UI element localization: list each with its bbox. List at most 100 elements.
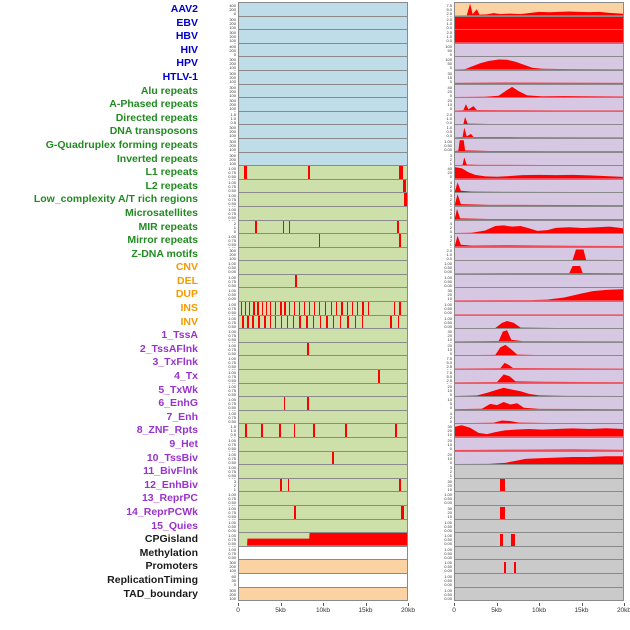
area-plot	[455, 420, 623, 424]
y-tick: 0	[234, 165, 236, 166]
y-tick: 1.00	[444, 573, 452, 579]
column-gap	[408, 234, 418, 248]
y-tick: 0.50	[228, 541, 236, 547]
y-axis-tick-labels: 3020100	[418, 424, 454, 438]
y-axis-tick-labels: 1.00 0.50 0.00	[202, 288, 238, 302]
y-tick: 0.00	[444, 568, 452, 574]
y-tick: 2.0	[446, 247, 452, 253]
y-tick: 1.00	[444, 492, 452, 498]
middle-track	[238, 559, 408, 574]
y-axis-tick-labels: 2.0 1.0 0.0	[418, 112, 454, 126]
area-plot	[455, 330, 623, 342]
y-tick: 0.25	[228, 315, 236, 316]
y-axis-tick-labels: 1.00 0.50 0.00	[202, 261, 238, 275]
middle-track	[238, 491, 408, 506]
area-plot	[455, 140, 623, 152]
data-bar	[261, 302, 264, 315]
y-tick: 1.00	[228, 179, 236, 185]
row-label: MIR repeats	[138, 220, 198, 233]
x-axis-tick-label: 5kb	[275, 607, 286, 614]
y-tick: 0.50	[228, 265, 236, 271]
area-plot	[455, 455, 623, 465]
middle-track	[238, 97, 408, 112]
area-plot	[239, 533, 407, 546]
y-tick: 0.50	[228, 174, 236, 180]
y-axis-tick-labels: 1.000.750.500.250.00	[202, 343, 238, 356]
data-bar	[292, 315, 295, 329]
y-tick: 0.25	[228, 505, 236, 506]
row-label: Methylation	[139, 546, 198, 559]
data-bar	[298, 302, 300, 315]
y-axis-tick-labels: 1.00 0.50 0.00	[418, 275, 454, 289]
y-axis-tick-labels: 1.51.00.50.0	[202, 424, 238, 438]
data-bar	[499, 507, 505, 519]
column-gap	[408, 520, 418, 534]
column-gap	[408, 98, 418, 112]
area-plot	[455, 224, 623, 234]
y-tick: 1.00	[228, 356, 236, 362]
right-track	[454, 29, 624, 44]
y-tick: 0.50	[228, 187, 236, 193]
y-tick: 0.25	[228, 410, 236, 411]
data-bar	[398, 166, 403, 179]
middle-track	[238, 287, 408, 303]
y-axis-tick-labels: 2.0 1.0 0.0	[418, 30, 454, 44]
y-tick: 0.50	[444, 577, 452, 583]
y-tick: 100	[229, 92, 236, 98]
y-tick: 5.0	[446, 7, 452, 12]
y-tick: 0.50	[228, 310, 236, 316]
data-bar	[244, 166, 248, 179]
data-bar	[249, 302, 251, 315]
y-axis-tick-labels: 3210	[418, 193, 454, 207]
data-bar	[362, 302, 364, 315]
y-tick: 200	[229, 142, 236, 148]
column-gap	[408, 153, 418, 167]
middle-track	[238, 110, 408, 126]
y-tick: 0.0	[446, 119, 452, 125]
right-track	[454, 287, 624, 303]
y-tick: 0.00	[444, 595, 452, 601]
data-bar	[264, 315, 266, 329]
middle-track	[238, 2, 408, 17]
y-tick: 200	[229, 74, 236, 80]
y-tick: 2	[449, 156, 452, 162]
data-bar	[318, 302, 321, 315]
y-tick: 0.50	[444, 591, 452, 597]
right-track	[454, 192, 624, 207]
y-axis-tick-labels: 1.000.750.500.250.00	[202, 411, 238, 424]
y-axis-tick-labels: 1.00 0.50 0.00	[202, 520, 238, 534]
right-track	[454, 137, 624, 153]
middle-track	[238, 124, 408, 139]
middle-track	[238, 586, 408, 602]
y-tick: 0	[234, 29, 236, 30]
data-bar	[284, 302, 286, 315]
y-tick: 0.50	[444, 537, 452, 543]
y-axis-tick-labels: 1.51.00.50.0	[202, 112, 238, 125]
y-tick: 0.25	[228, 478, 236, 479]
y-axis-tick-labels: 2.0 1.0 0.0	[418, 17, 454, 31]
y-tick: 300	[229, 84, 236, 90]
data-bar	[377, 370, 380, 383]
y-tick: 20	[447, 342, 452, 348]
row-label: Directed repeats	[115, 111, 198, 124]
data-bar	[393, 302, 395, 315]
data-bar	[303, 302, 306, 315]
data-bar	[324, 302, 327, 315]
y-tick: 0	[449, 65, 452, 71]
y-tick: 0.25	[228, 179, 236, 180]
row-label: 5_TxWk	[158, 383, 198, 396]
y-tick: 30	[447, 288, 452, 294]
y-tick: 0	[450, 518, 452, 519]
y-tick: 0.5	[230, 432, 236, 438]
row-label: INV	[180, 315, 198, 328]
y-tick: 20	[447, 482, 452, 488]
middle-track	[238, 450, 408, 466]
x-axis-tick	[323, 603, 324, 606]
data-bar	[270, 302, 272, 315]
right-track	[454, 477, 624, 493]
column-gap	[408, 288, 418, 302]
